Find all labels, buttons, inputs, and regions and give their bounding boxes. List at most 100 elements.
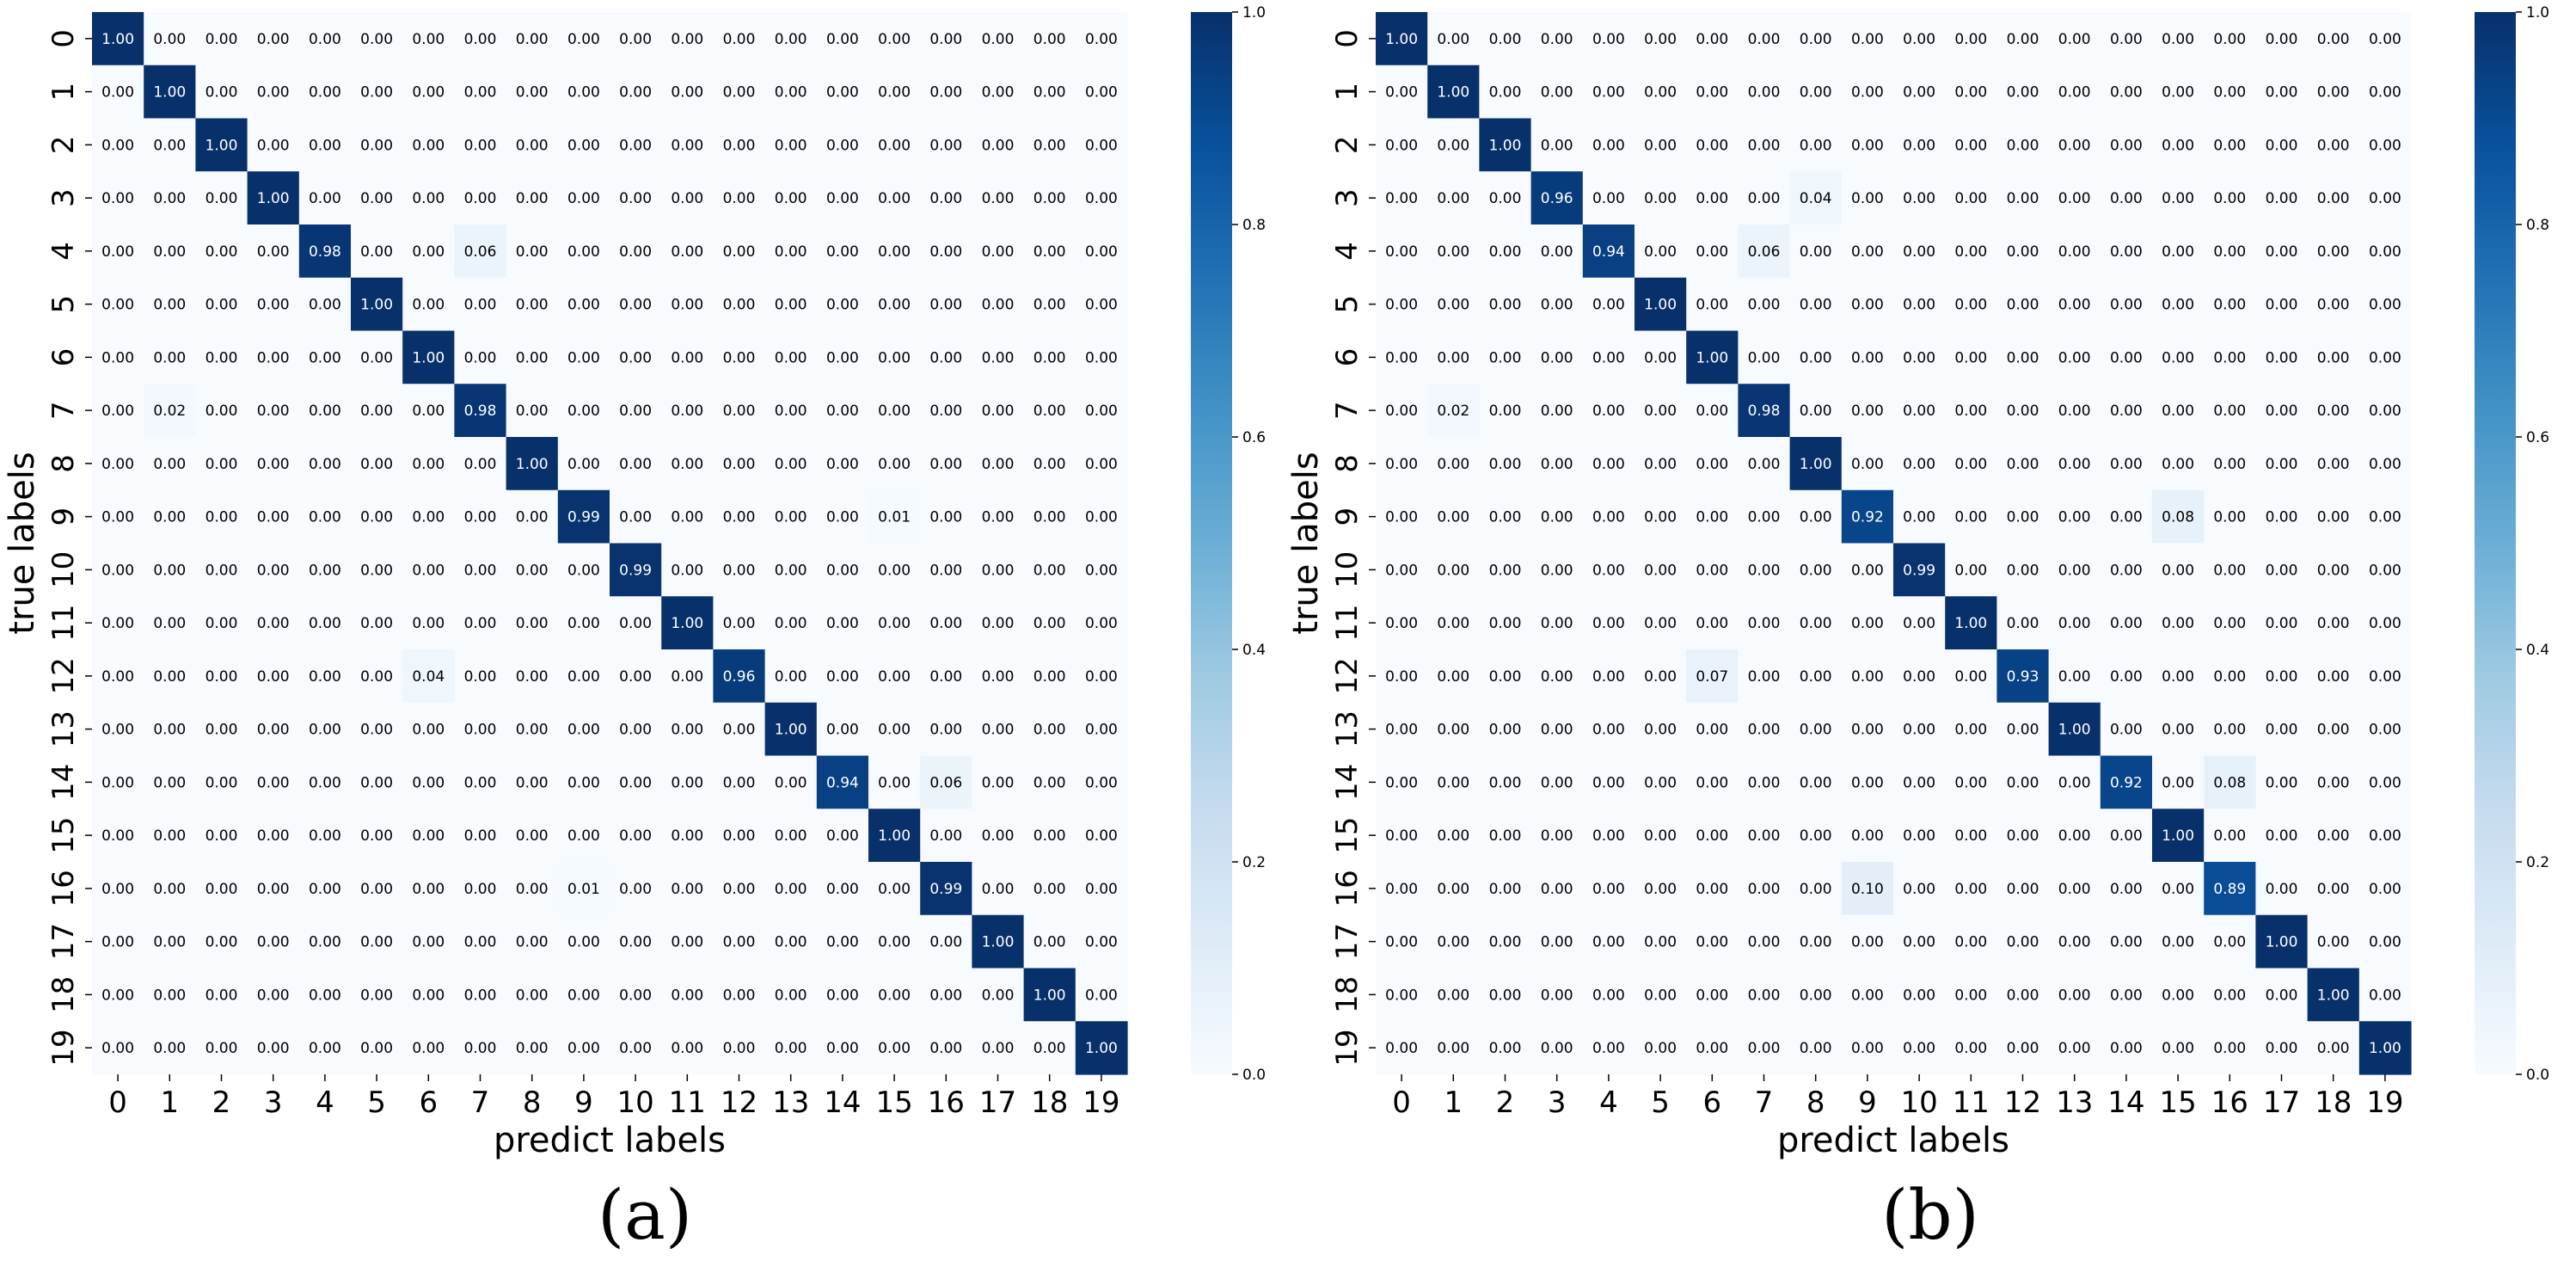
cell-value-label: 0.00	[2007, 456, 2039, 473]
cell-value-label: 0.00	[257, 615, 290, 632]
heatmap-cell	[1789, 755, 1843, 809]
cell-value-label: 0.00	[309, 562, 341, 579]
cell-value-label: 0.00	[2266, 987, 2298, 1004]
cell-value-label: 0.99	[567, 509, 600, 526]
heatmap-cell	[144, 1021, 196, 1075]
cell-value-label: 0.00	[1851, 349, 1884, 366]
cell-value-label: 0.00	[257, 243, 290, 261]
heatmap-cell	[610, 489, 662, 544]
heatmap-cell	[1635, 277, 1687, 332]
heatmap-cell	[1075, 277, 1128, 332]
cell-value-label: 0.00	[1541, 137, 1573, 154]
cell-value-label: 0.00	[2058, 562, 2091, 579]
cell-value-label: 0.00	[2369, 934, 2401, 951]
heatmap-cell	[1635, 914, 1687, 969]
heatmap-cell	[351, 649, 403, 704]
cell-value-label: 0.00	[1851, 987, 1884, 1004]
heatmap-cell	[1686, 702, 1739, 757]
heatmap-cell	[1945, 543, 1997, 597]
cell-value-label: 0.00	[2213, 190, 2246, 207]
cell-value-label: 1.00	[775, 722, 807, 739]
cell-value-label: 0.00	[2162, 881, 2194, 898]
cell-value-label: 0.00	[775, 137, 807, 154]
cell-value-label: 0.00	[1800, 881, 1832, 898]
heatmap-cell	[1635, 384, 1687, 438]
heatmap-cell	[1023, 702, 1076, 757]
heatmap-cell	[610, 755, 662, 809]
heatmap-cell	[1738, 118, 1791, 172]
heatmap-cell	[1530, 809, 1584, 863]
heatmap-cell	[1376, 649, 1428, 704]
cell-value-label: 0.00	[516, 881, 549, 898]
cell-value-label: 0.00	[1696, 562, 1728, 579]
y-tick-label: 2	[46, 136, 81, 155]
heatmap-cell	[972, 914, 1025, 969]
cell-value-label: 0.00	[671, 562, 703, 579]
y-tick-label: 18	[1330, 976, 1365, 1013]
heatmap-cell	[351, 968, 403, 1022]
colorbar-tick-label: 1.0	[1242, 4, 1266, 22]
cell-value-label: 0.00	[2110, 934, 2143, 951]
heatmap-cell	[1738, 755, 1791, 809]
heatmap-cell	[1738, 65, 1791, 120]
heatmap-cell	[2100, 1021, 2153, 1075]
cell-value-label: 0.00	[1954, 297, 1987, 314]
cell-value-label: 0.00	[309, 615, 341, 632]
cell-value-label: 0.00	[153, 31, 186, 48]
heatmap-cell	[2255, 384, 2309, 438]
cell-value-label: 0.00	[723, 881, 756, 898]
cell-value-label: 0.00	[412, 403, 445, 420]
heatmap-cell	[298, 118, 352, 172]
heatmap-cell	[92, 12, 144, 66]
x-tick-label: 12	[721, 1086, 757, 1120]
cell-value-label: 0.00	[2162, 615, 2194, 632]
heatmap-cell	[1893, 755, 1946, 809]
heatmap-cell	[2048, 437, 2101, 491]
cell-value-label: 0.00	[2162, 562, 2194, 579]
cell-value-label: 0.00	[1800, 562, 1832, 579]
cell-value-label: 0.00	[2110, 243, 2143, 261]
cell-value-label: 0.00	[464, 987, 497, 1004]
cell-value-label: 0.00	[567, 456, 600, 473]
heatmap-cell	[1945, 1021, 1997, 1075]
heatmap-cell	[298, 914, 352, 969]
x-tick-label: 16	[928, 1086, 965, 1120]
heatmap-cell	[1023, 755, 1076, 809]
cell-value-label: 0.00	[516, 243, 549, 261]
heatmap-cell	[2307, 12, 2360, 66]
cell-value-label: 0.00	[1954, 827, 1987, 845]
cell-value-label: 0.00	[671, 31, 703, 48]
cell-value-label: 0.00	[775, 349, 807, 366]
heatmap-cell	[1841, 277, 1894, 332]
panel-caption: (a)	[598, 1175, 692, 1255]
heatmap-cell	[1789, 543, 1843, 597]
cell-value-label: 0.00	[257, 881, 290, 898]
cell-value-label: 0.00	[1748, 881, 1781, 898]
heatmap-cell	[1996, 277, 2050, 332]
x-tick-label: 13	[772, 1086, 809, 1120]
cell-value-label: 0.00	[360, 243, 393, 261]
cell-value-label: 0.00	[567, 84, 600, 101]
cell-value-label: 0.00	[1903, 774, 1935, 791]
cell-value-label: 0.00	[929, 349, 962, 366]
heatmap-cell	[1582, 12, 1635, 66]
cell-value-label: 0.00	[1954, 987, 1987, 1004]
heatmap-cell	[868, 1021, 921, 1075]
cell-value-label: 0.00	[1903, 615, 1935, 632]
cell-value-label: 0.00	[671, 243, 703, 261]
heatmap-cell	[454, 171, 507, 225]
cell-value-label: 0.00	[1541, 1040, 1573, 1057]
heatmap-cell	[1945, 755, 1997, 809]
cell-value-label: 0.00	[775, 509, 807, 526]
cell-value-label: 0.00	[2369, 190, 2401, 207]
cell-value-label: 0.00	[1385, 562, 1418, 579]
heatmap-cell	[610, 118, 662, 172]
cell-value-label: 0.00	[1851, 84, 1884, 101]
heatmap-cell	[1996, 596, 2050, 650]
heatmap-cell	[1945, 649, 1997, 704]
cell-value-label: 0.00	[2369, 349, 2401, 366]
cell-value-label: 0.00	[1489, 987, 1522, 1004]
cell-value-label: 0.00	[2110, 456, 2143, 473]
heatmap-cell	[1427, 277, 1480, 332]
heatmap-cell	[351, 65, 403, 120]
